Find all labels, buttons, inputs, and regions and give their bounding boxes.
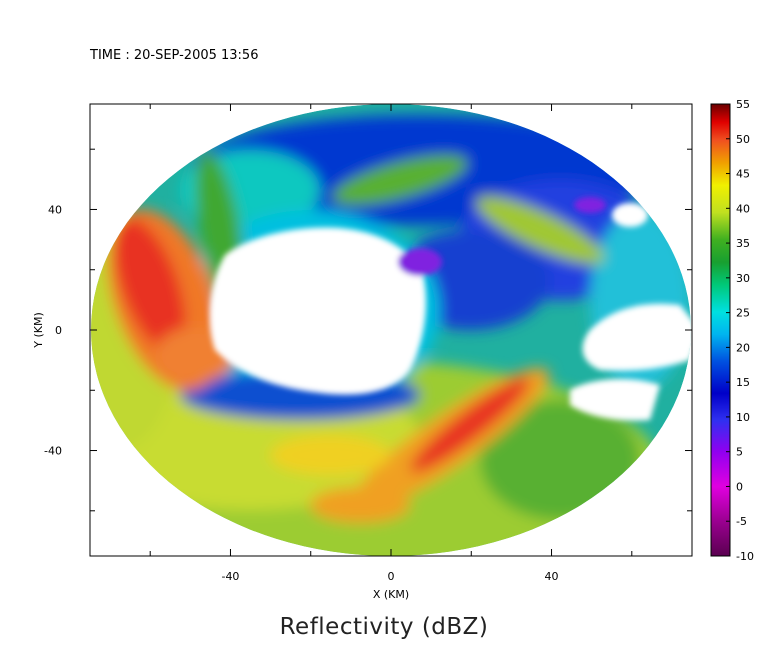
- x-tick-labels: -40 0 40: [221, 570, 558, 583]
- x-tick-label: 0: [388, 570, 395, 583]
- colorbar-tick-label: 25: [736, 307, 750, 320]
- y-tick-label: -40: [44, 445, 62, 458]
- time-label: TIME : 20-SEP-2005 13:56: [90, 48, 259, 63]
- colorbar-tick-label: 45: [736, 168, 750, 181]
- colorbar-tick-label: -10: [736, 550, 754, 563]
- x-axis-label: X (KM): [373, 588, 409, 601]
- colorbar-tick-label: 20: [736, 341, 750, 354]
- colorbar-tick-label: -5: [736, 515, 747, 528]
- colorbar-tick-label: 40: [736, 202, 750, 215]
- y-axis-ticks: [90, 148, 692, 512]
- colorbar: [710, 103, 731, 557]
- y-tick-label: 0: [55, 324, 62, 337]
- y-tick-label: 40: [48, 203, 62, 216]
- colorbar-tick-label: 50: [736, 133, 750, 146]
- colorbar-tick-label: 15: [736, 376, 750, 389]
- x-tick-label: -40: [221, 570, 239, 583]
- colorbar-tick-label: 0: [736, 480, 743, 493]
- chart-title: Reflectivity (dBZ): [279, 614, 489, 640]
- x-tick-label: 40: [545, 570, 559, 583]
- reflectivity-field: [91, 104, 691, 556]
- colorbar-tick-label: 35: [736, 237, 750, 250]
- colorbar-tick-label: 55: [736, 98, 750, 111]
- y-axis-label: Y (KM): [32, 312, 45, 349]
- colorbar-tick-label: 30: [736, 272, 750, 285]
- colorbar-tick-label: 10: [736, 411, 750, 424]
- colorbar-tick-label: 5: [736, 446, 743, 459]
- y-tick-labels: 40 0 -40: [44, 203, 62, 457]
- x-axis-ticks: [149, 104, 633, 556]
